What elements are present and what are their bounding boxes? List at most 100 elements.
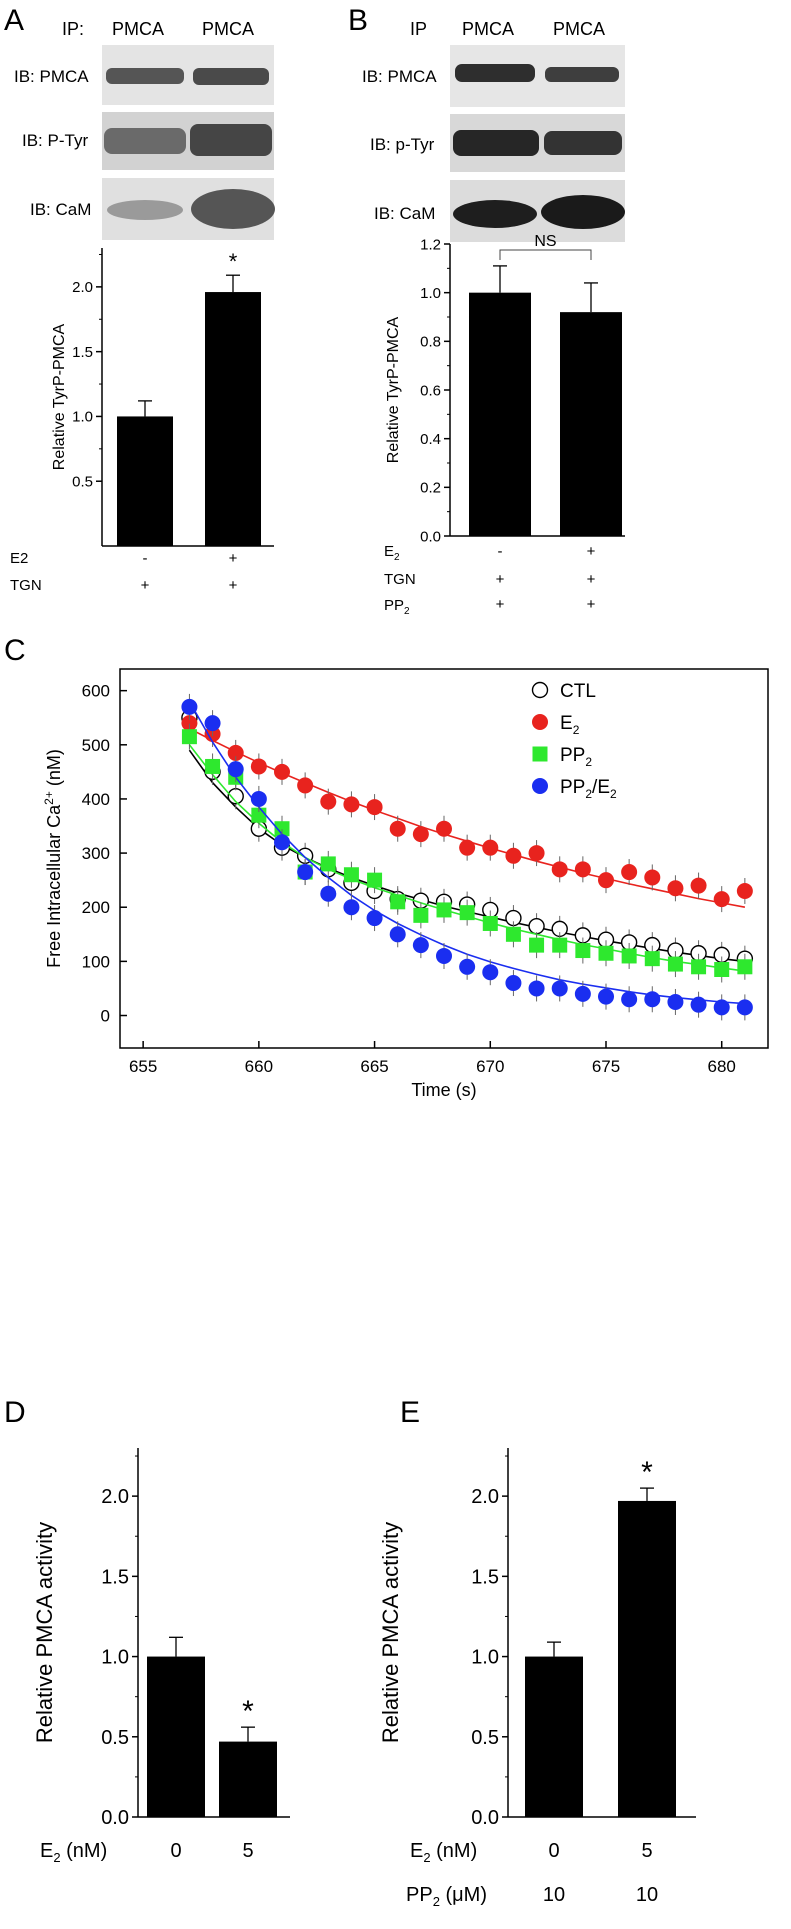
chart-c-point [413,937,429,953]
chart-c-point [529,919,544,934]
chart-e-ytick-label: 0.5 [471,1727,499,1749]
chart-c-xtick-label: 680 [708,1057,736,1076]
chart-c-x-axis-label: Time (s) [411,1080,476,1100]
chart-b-bar [560,312,622,536]
chart-c-point [622,948,637,963]
blot-b-row-1-label: IB: PMCA [362,67,437,86]
chart-c-point [367,799,383,815]
panel-d-letter: D [4,1396,26,1429]
chart-c-legend-marker [533,683,548,698]
cond-b-pp2-value-2: + [587,596,596,613]
chart-e-bar [525,1657,583,1817]
cond-b-tgn-label: TGN [384,571,416,588]
chart-c-point [482,840,498,856]
blot-a-row-2-label: IB: P-Tyr [22,131,88,150]
cond-e-pp2-value-2: 10 [636,1884,658,1906]
blot-b-row-2-label: IB: p-Tyr [370,135,435,154]
chart-c-point [737,883,753,899]
blot-a-strip-3 [102,178,275,240]
chart-c-legend-marker [532,714,548,730]
blot-b-strip-2 [450,114,625,172]
chart-c-point [552,938,567,953]
chart-c-point [483,916,498,931]
chart-c-point [413,908,428,923]
panel-d: D 0.00.51.01.52.0Relative PMCA activity *… [4,1396,290,1865]
chart-c-point [460,905,475,920]
chart-c-ytick-label: 200 [82,898,110,917]
chart-a-ytick-label: 1.0 [72,409,93,426]
chart-a-bar [205,292,261,546]
blot-a-row-1-label: IB: PMCA [14,67,89,86]
chart-c-legend-label: CTL [560,681,596,702]
chart-c-plot: 655 660 665 670 675 6800100200300400500600Tim… [42,669,768,1100]
chart-c-point [598,872,614,888]
chart-d-ytick-label: 1.0 [101,1647,129,1669]
panel-e: E 0.0 0.5 1.0 1.5 2.0 Relative PMCA activity *… [378,1396,696,1909]
cond-d-e2-value-2: 5 [242,1840,253,1862]
chart-a-y-axis-label: Relative TyrP-PMCA [51,323,68,470]
chart-e-y-axis-label: Relative PMCA activity [378,1522,403,1743]
chart-c-ytick-label: 100 [82,952,110,971]
chart-c-point [621,864,637,880]
chart-a-ytick-label: 2.0 [72,279,93,296]
chart-c-legend-marker [533,747,548,762]
chart-b-ytick-label: 1.0 [420,285,441,302]
cond-d-e2-value-1: 0 [170,1840,181,1862]
chart-c-point [714,999,730,1015]
chart-c-point [529,938,544,953]
chart-c-point [390,926,406,942]
chart-c-xtick-label: 665 [360,1057,388,1076]
chart-c-point [505,848,521,864]
blot-a-strip-2 [102,112,274,170]
chart-c-point [506,927,521,942]
chart-c-point [552,980,568,996]
chart-c-point [737,959,752,974]
chart-a-ytick-label: 0.5 [72,473,93,490]
cond-d-e2-label: E2 (nM) [40,1840,107,1865]
chart-d-y-axis-label: Relative PMCA activity [32,1522,57,1743]
chart-c-y-axis-label: Free Intracellular Ca2+ (nM) [42,749,64,968]
chart-b-ytick-label: 1.2 [420,236,441,253]
blot-b-lane-2-label: PMCA [553,19,605,39]
panel-b-letter: B [348,4,368,37]
chart-c-point [343,796,359,812]
chart-d-bar [219,1742,277,1817]
chart-c-ytick-label: 500 [82,736,110,755]
panel-b: B IP PMCA PMCA IB: PMCA IB: p-Tyr IB: Ca… [348,4,625,617]
chart-c-legend-marker [532,778,548,794]
chart-c-point [645,951,660,966]
panel-a-letter: A [4,4,24,37]
chart-a-significance-star: * [229,249,238,274]
chart-e-ytick-label: 1.0 [471,1647,499,1669]
chart-c-xtick-label: 660 [245,1057,273,1076]
chart-c-point [691,959,706,974]
chart-c-point [529,845,545,861]
chart-c-point [343,899,359,915]
chart-c-point [714,891,730,907]
chart-b-ytick-label: 0.0 [420,528,441,545]
chart-d-plot: 0.0 0.5 1.0 1.5 2.0 Relative PMCA activity * [32,1448,290,1829]
cond-a-e2-value-1: - [143,550,148,567]
cond-e-e2-value-1: 0 [548,1840,559,1862]
chart-c-point [575,943,590,958]
chart-e-ytick-label: 1.5 [471,1566,499,1588]
chart-d-ytick-label: 0.5 [101,1727,129,1749]
chart-c-point [436,948,452,964]
chart-c-legend-label: PP2/E2 [560,777,617,801]
cond-b-pp2-value-1: + [496,596,505,613]
cond-e-pp2-value-1: 10 [543,1884,565,1906]
chart-c-point [529,980,545,996]
chart-e-ytick-label: 0.0 [471,1807,499,1829]
cond-e-e2-value-2: 5 [641,1840,652,1862]
chart-c-point [505,975,521,991]
chart-b-ytick-label: 0.4 [420,431,441,448]
blot-b-lane-1-label: PMCA [462,19,514,39]
chart-c-point [459,959,475,975]
panel-c-letter: C [4,634,26,667]
figure-canvas: A IP: PMCA PMCA IB: PMCA IB: P-Tyr IB: C… [0,0,791,1929]
blot-a-lane-1-label: PMCA [112,19,164,39]
chart-c-point [321,856,336,871]
chart-c-point [575,861,591,877]
chart-c-point [552,861,568,877]
chart-c-point [714,962,729,977]
